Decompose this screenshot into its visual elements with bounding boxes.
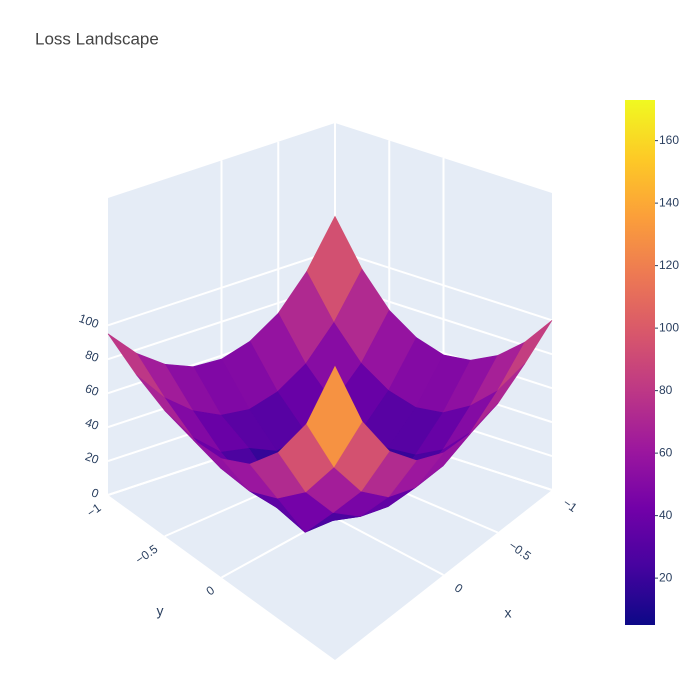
y-tick-label: −0.5 xyxy=(133,542,161,567)
colorbar-tick-label: 100 xyxy=(659,320,679,334)
x-tick-label: 0 xyxy=(452,581,466,596)
floor xyxy=(108,420,552,660)
chart-title: Loss Landscape xyxy=(35,29,159,48)
y-axis-title: y xyxy=(157,603,164,619)
colorbar-tick-label: 60 xyxy=(659,445,673,459)
colorbar-tick-label: 20 xyxy=(659,570,673,584)
colorbar-tick-label: 40 xyxy=(659,508,673,522)
y-tick-label: 0 xyxy=(204,583,218,598)
x-axis-title: x xyxy=(505,605,512,621)
colorbar xyxy=(625,100,655,625)
surface-cell xyxy=(306,365,363,468)
colorbar-tick-label: 120 xyxy=(659,258,679,272)
z-tick-label: 100 xyxy=(77,311,101,331)
z-tick-label: 20 xyxy=(83,449,101,467)
y-tick-label: −1 xyxy=(84,500,104,520)
colorbar-tick-label: 160 xyxy=(659,133,679,147)
z-tick-label: 80 xyxy=(83,347,101,365)
colorbar-tick-label: 80 xyxy=(659,383,673,397)
x-tick-label: −0.5 xyxy=(506,538,534,563)
x-tick-label: −1 xyxy=(560,496,580,516)
z-tick-label: 60 xyxy=(83,381,101,399)
colorbar-tick-label: 140 xyxy=(659,195,679,209)
z-tick-label: 40 xyxy=(83,415,101,433)
z-tick-label: 0 xyxy=(90,485,101,501)
